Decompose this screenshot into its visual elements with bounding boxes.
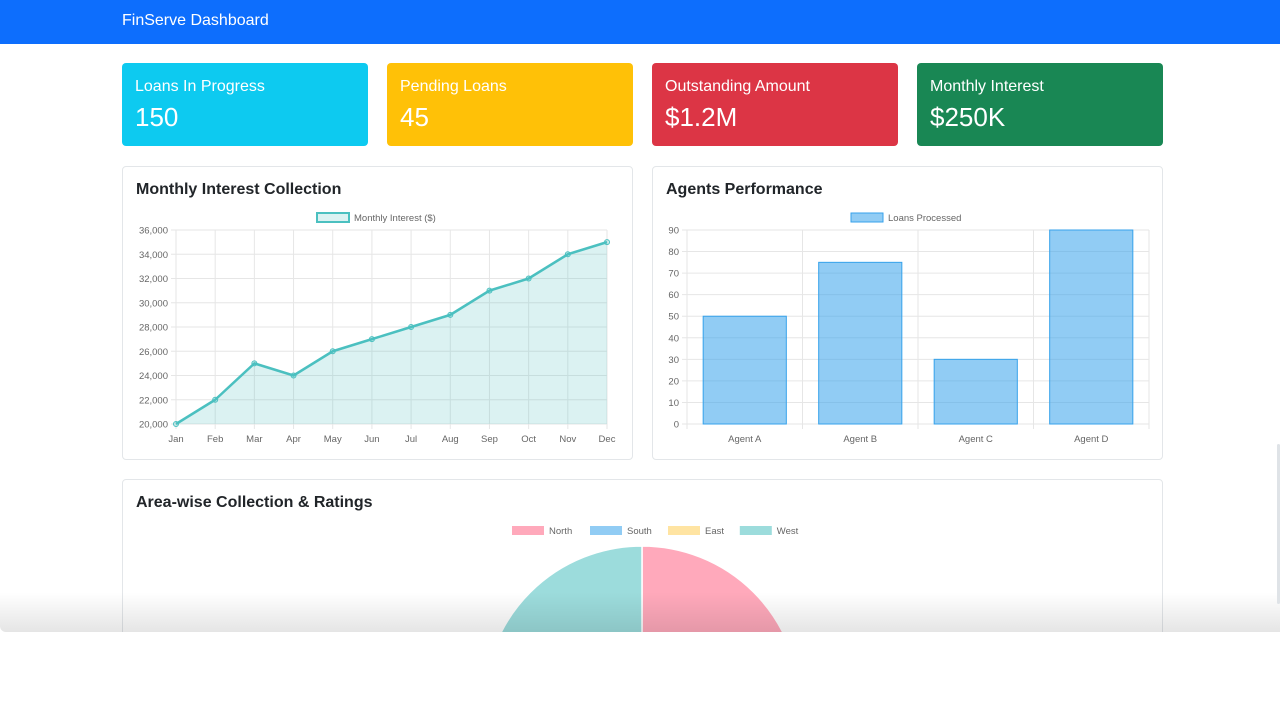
- monthly-interest-panel: Monthly Interest Collection Monthly Inte…: [122, 166, 633, 460]
- y-tick-label: 60: [668, 290, 679, 301]
- panel-title: Area-wise Collection & Ratings: [136, 494, 373, 511]
- y-tick-label: 90: [668, 226, 679, 237]
- legend-label: East: [705, 526, 724, 537]
- series-line: [175, 240, 608, 426]
- y-tick-label: 22,000: [139, 395, 168, 406]
- data-point: [368, 336, 375, 343]
- legend-label: West: [777, 526, 799, 537]
- y-tick-label: 30,000: [139, 298, 168, 309]
- data-point: [447, 311, 454, 318]
- x-tick-label: Jun: [364, 434, 379, 445]
- bar: [933, 358, 1018, 425]
- panel-title: Agents Performance: [666, 181, 823, 198]
- y-tick-label: 36,000: [139, 226, 168, 237]
- x-tick-label: Aug: [442, 434, 459, 445]
- x-tick-label: Nov: [559, 434, 576, 445]
- y-tick-label: 24,000: [139, 371, 168, 382]
- line-legend: Monthly Interest ($): [316, 212, 436, 224]
- data-point: [173, 421, 179, 427]
- legend-label: Loans Processed: [888, 213, 961, 224]
- agents-performance-panel: Agents Performance Loans Processed 0 10 20 3…: [652, 166, 1163, 460]
- area-collection-panel: Area-wise Collection & Ratings North Sout…: [122, 479, 1163, 632]
- data-point: [251, 360, 258, 367]
- navbar: FinServe Dashboard: [0, 0, 1280, 44]
- y-tick-label: 20,000: [139, 420, 168, 431]
- y-tick-label: 0: [674, 420, 679, 431]
- x-tick-label: Mar: [246, 434, 262, 445]
- x-tick-label: Sep: [481, 434, 498, 445]
- x-tick-label: Dec: [599, 434, 616, 445]
- stat-value: $1.2M: [665, 102, 738, 132]
- x-tick-label: Jul: [405, 434, 417, 445]
- x-tick-label: Agent C: [959, 434, 993, 445]
- y-tick-label: 20: [668, 376, 679, 387]
- stat-value: $250K: [930, 102, 1006, 132]
- legend-swatch: [316, 212, 350, 223]
- stat-value: 150: [135, 102, 179, 132]
- y-tick-label: 40: [668, 333, 679, 344]
- legend-swatch: [850, 212, 884, 223]
- stat-label: Loans In Progress: [135, 78, 265, 95]
- legend-swatch: [590, 526, 622, 535]
- monthly-interest-line-chart: Monthly Interest ($) 20,000 22,000 24,000 26…: [139, 212, 616, 445]
- legend-label: South: [627, 526, 652, 537]
- data-point: [408, 324, 415, 330]
- x-tick-label: Apr: [286, 434, 301, 445]
- stat-card-outstanding-amount: Outstanding Amount $1.2M: [652, 63, 898, 146]
- bar: [1049, 229, 1134, 425]
- area-collection-pie-chart: North South East West: [500, 526, 799, 632]
- legend-swatch: [739, 526, 772, 535]
- stat-label: Pending Loans: [400, 78, 507, 95]
- legend-label: Monthly Interest ($): [354, 213, 436, 224]
- panel-title: Monthly Interest Collection: [136, 181, 342, 198]
- x-tick-label: May: [324, 434, 342, 445]
- stat-label: Outstanding Amount: [665, 78, 810, 95]
- data-point: [329, 348, 336, 355]
- data-point: [564, 251, 571, 258]
- pie-slice: [641, 545, 784, 632]
- window-edge: [1277, 444, 1280, 604]
- stat-label: Monthly Interest: [930, 78, 1044, 95]
- x-tick-label: Agent D: [1074, 434, 1108, 445]
- data-point: [525, 275, 532, 282]
- bar: [702, 315, 787, 425]
- bar-legend: Loans Processed: [850, 212, 961, 224]
- stat-value: 45: [400, 102, 429, 132]
- legend-label: North: [549, 526, 572, 537]
- data-point: [486, 287, 493, 294]
- y-tick-label: 28,000: [139, 323, 168, 334]
- stat-card-loans-in-progress: Loans In Progress 150: [122, 63, 368, 146]
- stat-card-monthly-interest: Monthly Interest $250K: [917, 63, 1163, 146]
- x-tick-label: Agent B: [843, 434, 877, 445]
- pie-slice: [500, 545, 643, 632]
- y-tick-label: 10: [668, 398, 679, 409]
- page-viewport: FinServe Dashboard Loans In Progress 150…: [0, 0, 1280, 632]
- y-tick-label: 30: [668, 355, 679, 366]
- brand-link[interactable]: FinServe Dashboard: [122, 12, 269, 29]
- agents-performance-bar-chart: Loans Processed 0 10 20 30 40 50 60 70 80 90 Agent …: [668, 212, 1150, 445]
- data-point: [290, 372, 297, 379]
- stat-card-pending-loans: Pending Loans 45: [387, 63, 633, 146]
- y-tick-label: 32,000: [139, 274, 168, 285]
- y-tick-label: 70: [668, 269, 679, 280]
- y-tick-label: 34,000: [139, 250, 168, 261]
- data-point: [212, 396, 219, 403]
- data-point: [604, 239, 610, 246]
- bar: [818, 261, 903, 425]
- x-tick-label: Feb: [207, 434, 223, 445]
- pie-legend: North South East West: [512, 526, 799, 537]
- legend-swatch: [668, 526, 700, 535]
- legend-swatch: [512, 526, 544, 535]
- y-tick-label: 50: [668, 312, 679, 323]
- y-tick-label: 80: [668, 247, 679, 258]
- y-tick-label: 26,000: [139, 347, 168, 358]
- x-tick-label: Jan: [168, 434, 183, 445]
- x-tick-label: Oct: [521, 434, 536, 445]
- x-tick-label: Agent A: [728, 434, 762, 445]
